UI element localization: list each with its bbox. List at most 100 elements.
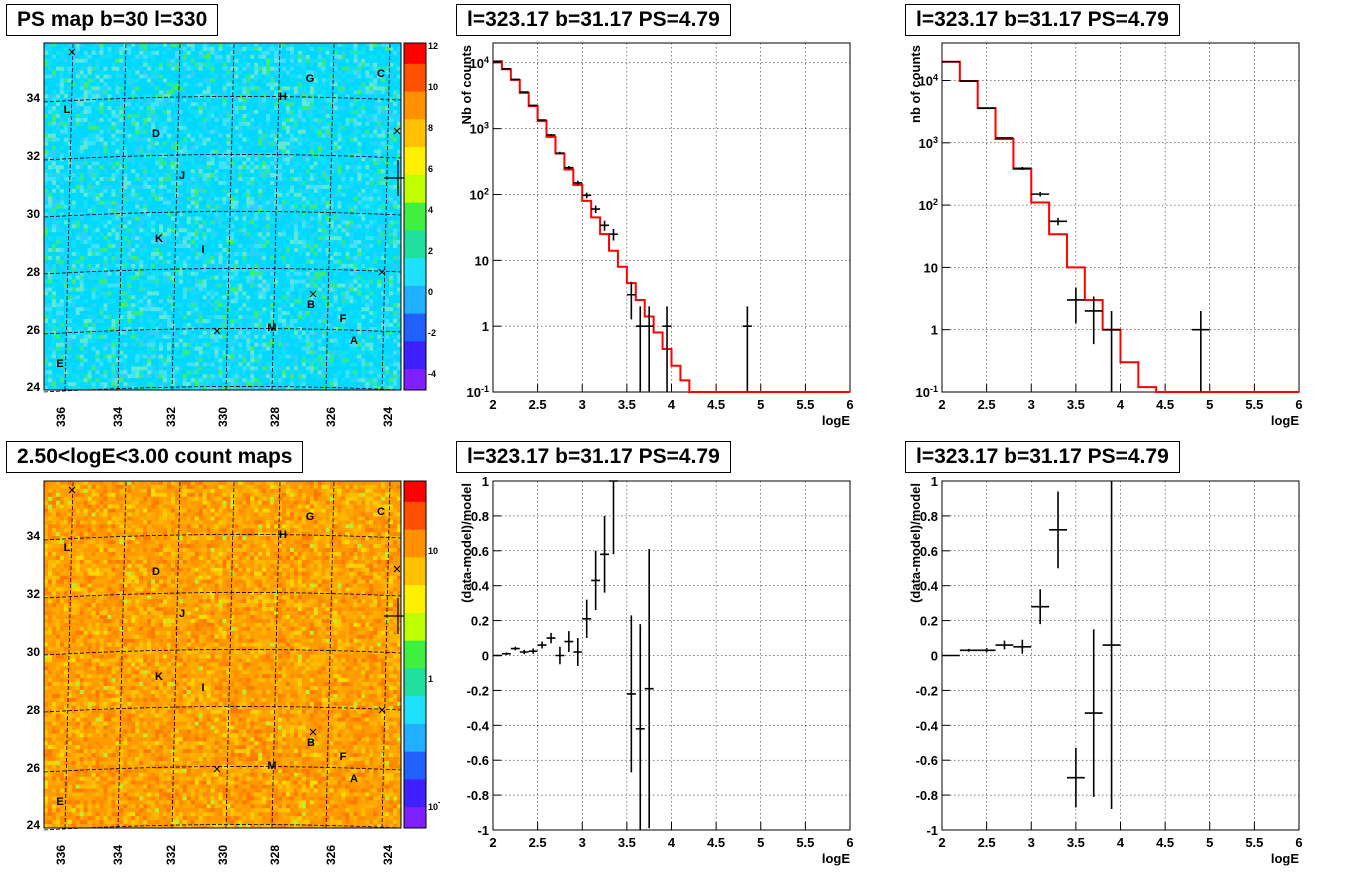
y-tick-label: 32 <box>27 149 41 163</box>
longitude-line <box>64 480 74 829</box>
x-tick-label: 4 <box>668 835 676 850</box>
x-tick-label: 326 <box>324 407 338 427</box>
source-label: J <box>179 170 185 182</box>
data-point <box>959 80 978 82</box>
y-axis-label: (data-model)/model <box>459 483 474 603</box>
y-tick-label: 30 <box>27 645 41 659</box>
data-point <box>742 306 752 392</box>
colorbar-tick-label: 1 <box>428 674 433 684</box>
x-tick-label: 3.5 <box>1067 397 1085 412</box>
source-marker-icon <box>68 48 76 56</box>
data-point <box>528 104 538 107</box>
x-tick-label: 336 <box>54 407 68 427</box>
y-tick-label: -0.2 <box>467 683 489 698</box>
data-point <box>537 119 547 121</box>
x-axis-label: logE <box>1271 851 1299 866</box>
x-tick-label: 3 <box>579 835 586 850</box>
x-tick-label: 2 <box>938 835 945 850</box>
source-label: G <box>306 511 315 523</box>
y-axis-label: (data-model)/model <box>908 483 923 603</box>
y-tick-label: 0 <box>482 649 489 664</box>
data-point <box>959 648 978 652</box>
source-label: M <box>267 322 276 334</box>
x-tick-label: 5 <box>1206 397 1213 412</box>
y-tick-label: 0.6 <box>920 544 938 559</box>
data-point <box>591 205 601 214</box>
x-tick-label: 2.5 <box>529 397 547 412</box>
x-tick-label: 2 <box>938 397 945 412</box>
data-point <box>493 60 502 63</box>
data-point <box>528 648 538 654</box>
y-tick-label: 34 <box>27 91 41 105</box>
x-tick-label: 6 <box>846 397 853 412</box>
data-point <box>1066 747 1085 808</box>
count-map-title: 2.50<logE<3.00 count maps <box>6 441 304 473</box>
grid <box>493 43 850 392</box>
data-point <box>555 646 565 665</box>
data-point <box>555 151 565 155</box>
longitude-line <box>225 42 235 391</box>
y-tick-label: -0.4 <box>916 718 939 733</box>
y-tick-label: 10-1 <box>916 384 938 400</box>
data-point <box>1084 296 1103 345</box>
grid <box>493 481 850 830</box>
source-label: G <box>306 73 315 85</box>
x-tick-label: 5 <box>757 835 764 850</box>
source-label: H <box>279 529 287 541</box>
data-point <box>546 632 556 644</box>
x-axis-label: logE <box>822 851 850 866</box>
x-tick-label: 5 <box>757 397 764 412</box>
source-marker-icon <box>213 765 221 773</box>
data-point <box>1191 310 1210 392</box>
x-tick-label: 3 <box>1028 397 1035 412</box>
x-tick-label: 330 <box>216 407 230 427</box>
ps-map-title: PS map b=30 l=330 <box>6 4 219 36</box>
data-point <box>1031 589 1050 625</box>
x-tick-label: 5.5 <box>796 397 814 412</box>
y-tick-label: 1 <box>482 474 489 489</box>
source-label: I <box>201 682 204 694</box>
data-point <box>1013 166 1032 170</box>
longitude-line <box>64 42 74 391</box>
source-label: L <box>64 104 71 116</box>
model-curve <box>942 60 1299 393</box>
source-label: H <box>279 91 287 103</box>
x-tick-label: 328 <box>268 845 282 865</box>
colorbar-tick-label: 10 <box>428 82 438 92</box>
longitude-line <box>171 480 181 829</box>
source-label: M <box>267 760 276 772</box>
grid <box>942 481 1299 830</box>
y-tick-label: 1 <box>931 323 938 338</box>
y-tick-label: 103 <box>919 135 938 151</box>
data-point <box>1049 217 1067 226</box>
y-tick-label: 30 <box>27 207 41 221</box>
data-point <box>995 640 1014 650</box>
x-tick-label: 332 <box>164 407 178 427</box>
x-tick-label: 5.5 <box>796 835 814 850</box>
y-tick-label: 28 <box>27 265 41 279</box>
source-label: C <box>377 68 385 80</box>
data-point <box>546 134 556 137</box>
data-point <box>1066 287 1085 324</box>
x-tick-label: 4.5 <box>1156 835 1174 850</box>
y-tick-label: -0.8 <box>916 788 938 803</box>
data-point <box>1013 639 1032 654</box>
data-point <box>995 137 1014 139</box>
data-point <box>1049 491 1067 569</box>
source-label: F <box>340 313 347 325</box>
source-label: A <box>350 335 358 347</box>
source-marker-icon <box>378 268 386 276</box>
x-tick-label: 2.5 <box>529 835 547 850</box>
y-axis-label: nb of counts <box>908 45 923 123</box>
colorbar-frame <box>403 42 427 391</box>
colorbar <box>404 43 426 391</box>
source-marker-icon <box>309 728 317 736</box>
x-tick-label: 4.5 <box>707 835 725 850</box>
x-tick-label: 2.5 <box>978 397 996 412</box>
y-tick-label: 10-1 <box>467 384 489 400</box>
data-point <box>600 515 610 593</box>
y-tick-label: 34 <box>27 529 41 543</box>
source-label: C <box>377 506 385 518</box>
colorbar-frame <box>403 480 427 829</box>
x-tick-label: 3.5 <box>618 397 636 412</box>
